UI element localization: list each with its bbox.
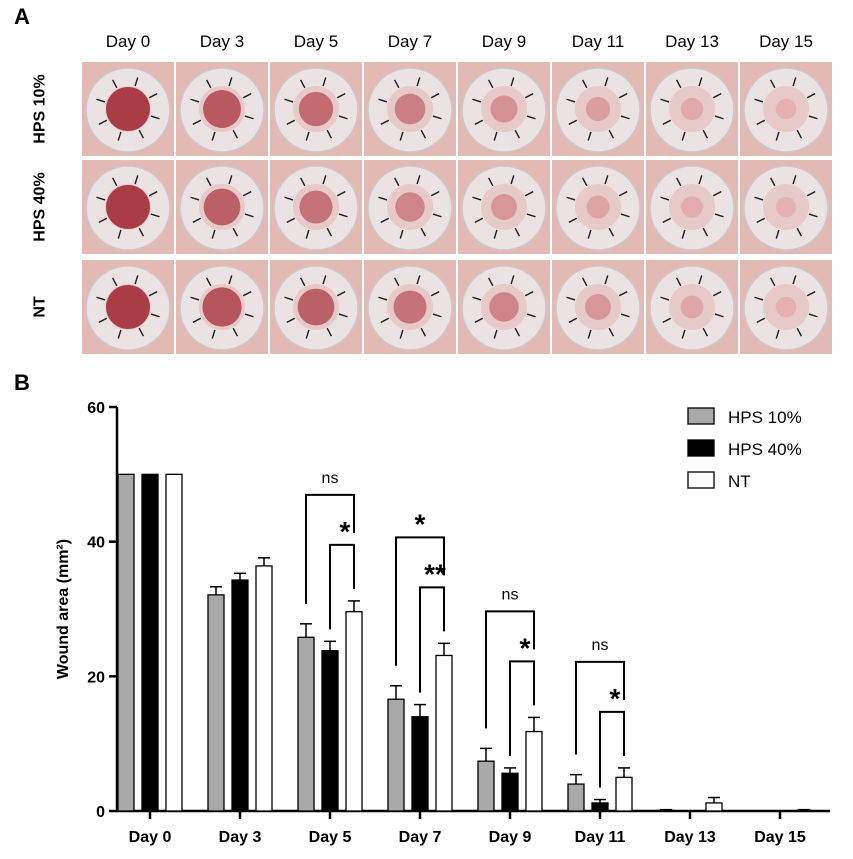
significance-day-5-inner-bracket bbox=[329, 543, 355, 630]
bar-hps-40-day-9 bbox=[501, 772, 519, 812]
wound-photo-hps-10-day-13 bbox=[646, 62, 738, 156]
bar-hps-40-day-5 bbox=[321, 650, 339, 812]
wound-photo-hps-40-day-13 bbox=[646, 160, 738, 254]
wound-photo-hps-10-day-3 bbox=[176, 62, 268, 156]
wound-photo-hps-40-day-7 bbox=[364, 160, 456, 254]
panel-b-label: B bbox=[14, 370, 30, 395]
significance-day-7-inner-bracket bbox=[419, 586, 445, 693]
legend-swatch-hps-40 bbox=[687, 439, 715, 457]
y-tick-label-40: 40 bbox=[87, 535, 105, 552]
significance-day-11-outer-label: ns bbox=[592, 637, 609, 654]
significance-day-11-outer-bracket bbox=[575, 660, 625, 755]
wound-photo-hps-40-day-15 bbox=[740, 160, 832, 254]
wound-photo-nt-day-3 bbox=[176, 260, 268, 354]
wound-photo-hps-40-day-0 bbox=[82, 160, 174, 254]
day-header-day-11: Day 11 bbox=[571, 32, 625, 51]
wound-photo-hps-40-day-5 bbox=[270, 160, 362, 254]
wound-photo-nt-day-13 bbox=[646, 260, 738, 354]
legend-label-hps-10: HPS 10% bbox=[728, 408, 802, 427]
legend-swatch-nt bbox=[687, 471, 715, 489]
legend-label-nt: NT bbox=[728, 472, 751, 491]
wound-photo-hps-10-day-11 bbox=[552, 62, 644, 156]
bar-hps-40-day-0 bbox=[141, 473, 159, 812]
bar-hps-40-day-11 bbox=[591, 802, 609, 812]
wound-photo-hps-10-day-9 bbox=[458, 62, 550, 156]
x-tick-label-day-3: Day 3 bbox=[219, 829, 262, 846]
significance-day-7-inner-label: ** bbox=[424, 558, 446, 589]
bar-hps-10-day-0 bbox=[117, 473, 135, 812]
significance-day-5-outer-bracket bbox=[305, 493, 355, 604]
legend-label-hps-40: HPS 40% bbox=[728, 440, 802, 459]
day-header-day-3: Day 3 bbox=[199, 32, 245, 51]
day-header-day-5: Day 5 bbox=[293, 32, 339, 51]
wound-photo-hps-40-day-9 bbox=[458, 160, 550, 254]
legend-swatch-hps-10 bbox=[687, 407, 715, 425]
wound-photo-nt-day-9 bbox=[458, 260, 550, 354]
bar-hps-10-day-5 bbox=[297, 636, 315, 812]
significance-day-9-inner-label: * bbox=[520, 632, 531, 663]
panel-a-label: A bbox=[14, 4, 30, 29]
wound-photo-hps-10-day-7 bbox=[364, 62, 456, 156]
x-tick-label-day-13: Day 13 bbox=[664, 829, 716, 846]
day-header-day-7: Day 7 bbox=[387, 32, 433, 51]
bar-nt-day-13 bbox=[705, 802, 723, 812]
wound-photo-hps-10-day-15 bbox=[740, 62, 832, 156]
wound-photo-hps-10-day-5 bbox=[270, 62, 362, 156]
wound-photo-nt-day-11 bbox=[552, 260, 644, 354]
bar-nt-day-3 bbox=[255, 565, 273, 812]
wound-photo-nt-day-0 bbox=[82, 260, 174, 354]
x-tick-label-day-0: Day 0 bbox=[129, 829, 172, 846]
significance-day-5-outer-label: ns bbox=[322, 470, 339, 487]
x-tick-label-day-9: Day 9 bbox=[489, 829, 532, 846]
significance-day-7-outer-bracket bbox=[395, 536, 445, 666]
wound-photo-hps-10-day-0 bbox=[82, 62, 174, 156]
bar-hps-10-day-13 bbox=[657, 809, 675, 812]
significance-day-7-outer-label: * bbox=[415, 508, 426, 539]
significance-day-9-inner-bracket bbox=[509, 660, 535, 756]
wound-photo-nt-day-15 bbox=[740, 260, 832, 354]
wound-photo-nt-day-5 bbox=[270, 260, 362, 354]
bar-nt-day-0 bbox=[165, 473, 183, 812]
x-tick-label-day-15: Day 15 bbox=[754, 829, 806, 846]
y-tick-label-20: 20 bbox=[87, 669, 105, 686]
bar-hps-10-day-7 bbox=[387, 698, 405, 812]
bar-hps-10-day-3 bbox=[207, 594, 225, 812]
day-header-day-0: Day 0 bbox=[105, 32, 151, 51]
wound-photo-hps-40-day-11 bbox=[552, 160, 644, 254]
day-header-day-15: Day 15 bbox=[759, 32, 813, 51]
bar-hps-40-day-3 bbox=[231, 579, 249, 812]
y-tick-label-60: 60 bbox=[87, 400, 105, 417]
bar-nt-day-7 bbox=[435, 654, 453, 812]
x-tick-label-day-7: Day 7 bbox=[399, 829, 442, 846]
x-tick-label-day-11: Day 11 bbox=[575, 829, 626, 846]
significance-day-9-outer-label: ns bbox=[502, 586, 519, 603]
bar-hps-10-day-11 bbox=[567, 783, 585, 812]
day-header-day-13: Day 13 bbox=[665, 32, 719, 51]
wound-photo-hps-40-day-3 bbox=[176, 160, 268, 254]
bar-nt-day-15 bbox=[795, 809, 813, 812]
significance-day-9-outer-bracket bbox=[485, 610, 535, 729]
x-tick-label-day-5: Day 5 bbox=[309, 829, 352, 846]
wound-photo-nt-day-7 bbox=[364, 260, 456, 354]
bar-hps-40-day-7 bbox=[411, 716, 429, 812]
significance-day-11-inner-label: * bbox=[610, 683, 621, 714]
bar-nt-day-9 bbox=[525, 730, 543, 812]
y-axis-label: Wound area (mm²) bbox=[55, 539, 72, 679]
day-header-day-9: Day 9 bbox=[481, 32, 527, 51]
significance-day-11-inner-bracket bbox=[599, 710, 625, 788]
bar-nt-day-11 bbox=[615, 776, 633, 812]
y-tick-label-0: 0 bbox=[96, 804, 105, 821]
bar-hps-10-day-9 bbox=[477, 760, 495, 812]
significance-day-5-inner-label: * bbox=[340, 516, 351, 547]
bar-nt-day-5 bbox=[345, 611, 363, 812]
